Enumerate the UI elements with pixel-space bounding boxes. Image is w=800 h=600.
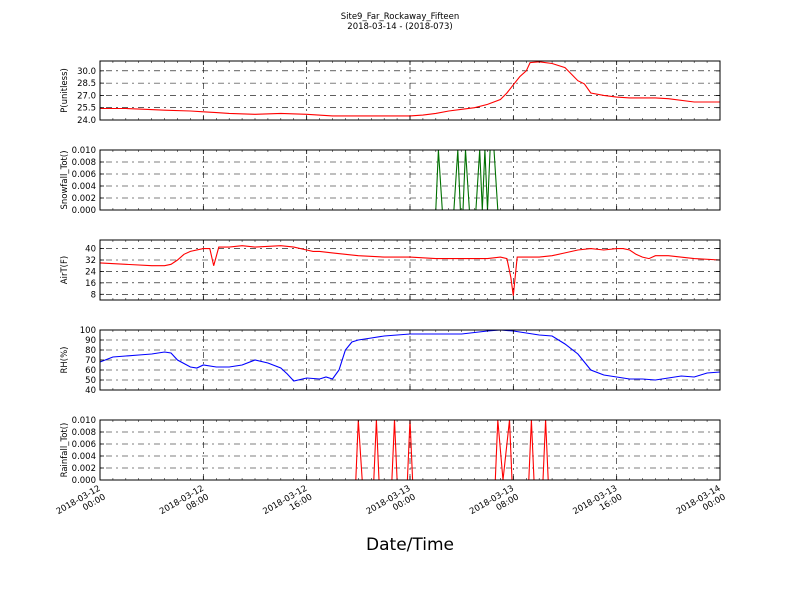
y-tick-label: 80	[85, 346, 96, 356]
y-tick-label: 70	[85, 356, 96, 366]
y-tick-label: 0.000	[72, 206, 96, 216]
y-tick-label: 90	[85, 336, 96, 346]
y-tick-label: 0.008	[72, 428, 96, 438]
series-line	[100, 419, 720, 481]
y-tick-label: 50	[85, 376, 96, 386]
y-tick-label: 0.010	[72, 146, 96, 156]
y-tick-label: 60	[85, 366, 96, 376]
y-axis-label: P(unitless)	[60, 68, 70, 113]
y-axis-label: Snowfall_Tot()	[60, 150, 70, 209]
y-tick-label: 0.002	[72, 194, 96, 204]
panel-1: 24.0 25.5 27.0 28.5 30.0 P(unitless)	[60, 60, 721, 126]
y-tick-label: 30.0	[77, 67, 96, 77]
y-tick-label: 24	[85, 267, 96, 277]
chart-title: Site9_Far_Rockaway_Fifteen	[341, 12, 460, 22]
y-tick-label: 25.5	[77, 104, 96, 114]
panel-2: 0.000 0.002 0.004 0.006 0.008 0.010Snowfall_T…	[60, 146, 721, 216]
y-tick-label: 32	[85, 256, 96, 266]
series-line	[99, 329, 721, 382]
series-line	[100, 61, 720, 117]
panels-group: 24.025.527.028.530.0P(unitless)0.0000.00…	[60, 60, 721, 486]
y-tick-label: 28.5	[77, 79, 96, 89]
series-line	[99, 245, 721, 296]
y-tick-label: 40	[85, 386, 96, 396]
y-tick-label: 24.0	[77, 116, 96, 126]
y-axis-label: AirT(F)	[60, 256, 70, 284]
y-tick-label: 0.004	[72, 182, 96, 192]
y-axis-label: Rainfall_Tot()	[60, 423, 70, 478]
y-tick-label: 0.002	[72, 464, 96, 474]
y-tick-label: 0.004	[72, 452, 96, 462]
y-tick-label: 0.006	[72, 170, 96, 180]
y-tick-label: 16	[85, 279, 96, 289]
x-axis-label: Date/Time	[366, 535, 454, 555]
chart-subtitle: 2018-03-14 - (2018-073)	[347, 22, 452, 32]
y-axis-label: RH(%)	[60, 346, 70, 373]
y-tick-label: 100	[80, 326, 96, 336]
y-tick-label: 27.0	[77, 91, 96, 101]
y-tick-label: 40	[85, 245, 96, 255]
y-tick-label: 0.000	[72, 476, 96, 486]
y-tick-label: 0.010	[72, 416, 96, 426]
y-tick-label: 8	[91, 290, 96, 300]
panel-5: 0.000 0.002 0.004 0.006 0.008 0.010Rainfall_T…	[60, 416, 721, 486]
y-tick-label: 0.008	[72, 158, 96, 168]
y-tick-label: 0.006	[72, 440, 96, 450]
